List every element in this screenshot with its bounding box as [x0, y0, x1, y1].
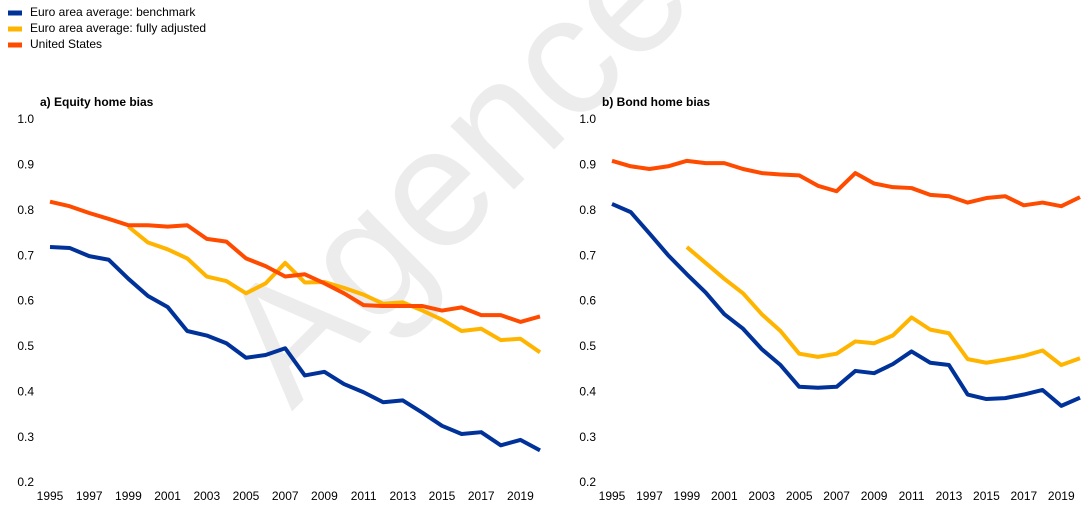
- series-line: [685, 245, 1081, 368]
- x-tick-label: 2005: [233, 489, 260, 503]
- x-tick-label: 2013: [389, 489, 416, 503]
- y-tick-label: 0.7: [17, 248, 34, 262]
- x-tick-label: 1999: [674, 489, 701, 503]
- watermark: Agence: [184, 0, 726, 438]
- y-tick-label: 0.2: [17, 475, 34, 489]
- x-tick-label: 1999: [115, 489, 142, 503]
- y-tick-label: 1.0: [17, 112, 34, 126]
- x-tick-label: 2019: [507, 489, 534, 503]
- x-tick-label: 2003: [748, 489, 775, 503]
- series-line: [49, 245, 541, 453]
- x-tick-label: 2015: [973, 489, 1000, 503]
- y-tick-label: 0.8: [17, 203, 34, 217]
- x-tick-label: 2001: [154, 489, 181, 503]
- series-line: [127, 225, 542, 354]
- x-tick-label: 2011: [899, 489, 925, 503]
- y-tick-label: 0.3: [17, 430, 34, 444]
- x-tick-label: 1997: [76, 489, 103, 503]
- legend-swatch: [8, 42, 22, 48]
- y-tick-label: 0.9: [579, 158, 596, 172]
- x-tick-label: 1995: [37, 489, 64, 503]
- legend-label: United States: [30, 37, 102, 51]
- x-tick-label: 2007: [272, 489, 299, 503]
- series-line: [49, 199, 541, 324]
- y-tick-label: 0.7: [579, 248, 596, 262]
- panel-title: a) Equity home bias: [40, 95, 154, 109]
- x-tick-label: 2015: [429, 489, 456, 503]
- y-tick-label: 0.6: [17, 294, 34, 308]
- x-tick-label: 2005: [786, 489, 813, 503]
- x-tick-label: 2011: [351, 489, 377, 503]
- x-tick-label: 2017: [1010, 489, 1037, 503]
- x-tick-label: 2003: [193, 489, 220, 503]
- y-tick-label: 0.2: [579, 475, 596, 489]
- panel-title: b) Bond home bias: [602, 95, 710, 109]
- y-tick-label: 1.0: [579, 112, 596, 126]
- legend-label: Euro area average: benchmark: [30, 5, 196, 19]
- series-line: [611, 158, 1081, 209]
- x-tick-label: 1997: [636, 489, 663, 503]
- y-tick-label: 0.6: [579, 294, 596, 308]
- y-tick-label: 0.3: [579, 430, 596, 444]
- series-line: [611, 202, 1081, 408]
- x-tick-label: 2001: [711, 489, 738, 503]
- x-tick-label: 2017: [468, 489, 495, 503]
- y-tick-label: 0.9: [17, 158, 34, 172]
- x-tick-label: 1995: [599, 489, 626, 503]
- x-tick-label: 2009: [311, 489, 338, 503]
- x-tick-label: 2013: [936, 489, 963, 503]
- legend-label: Euro area average: fully adjusted: [30, 21, 206, 35]
- y-tick-label: 0.4: [17, 384, 34, 398]
- y-tick-label: 0.8: [579, 203, 596, 217]
- y-tick-label: 0.5: [17, 339, 34, 353]
- legend-swatch: [8, 10, 22, 16]
- legend-swatch: [8, 26, 22, 32]
- x-tick-label: 2009: [861, 489, 888, 503]
- y-tick-label: 0.5: [579, 339, 596, 353]
- y-tick-label: 0.4: [579, 384, 596, 398]
- x-tick-label: 2019: [1048, 489, 1075, 503]
- x-tick-label: 2007: [823, 489, 850, 503]
